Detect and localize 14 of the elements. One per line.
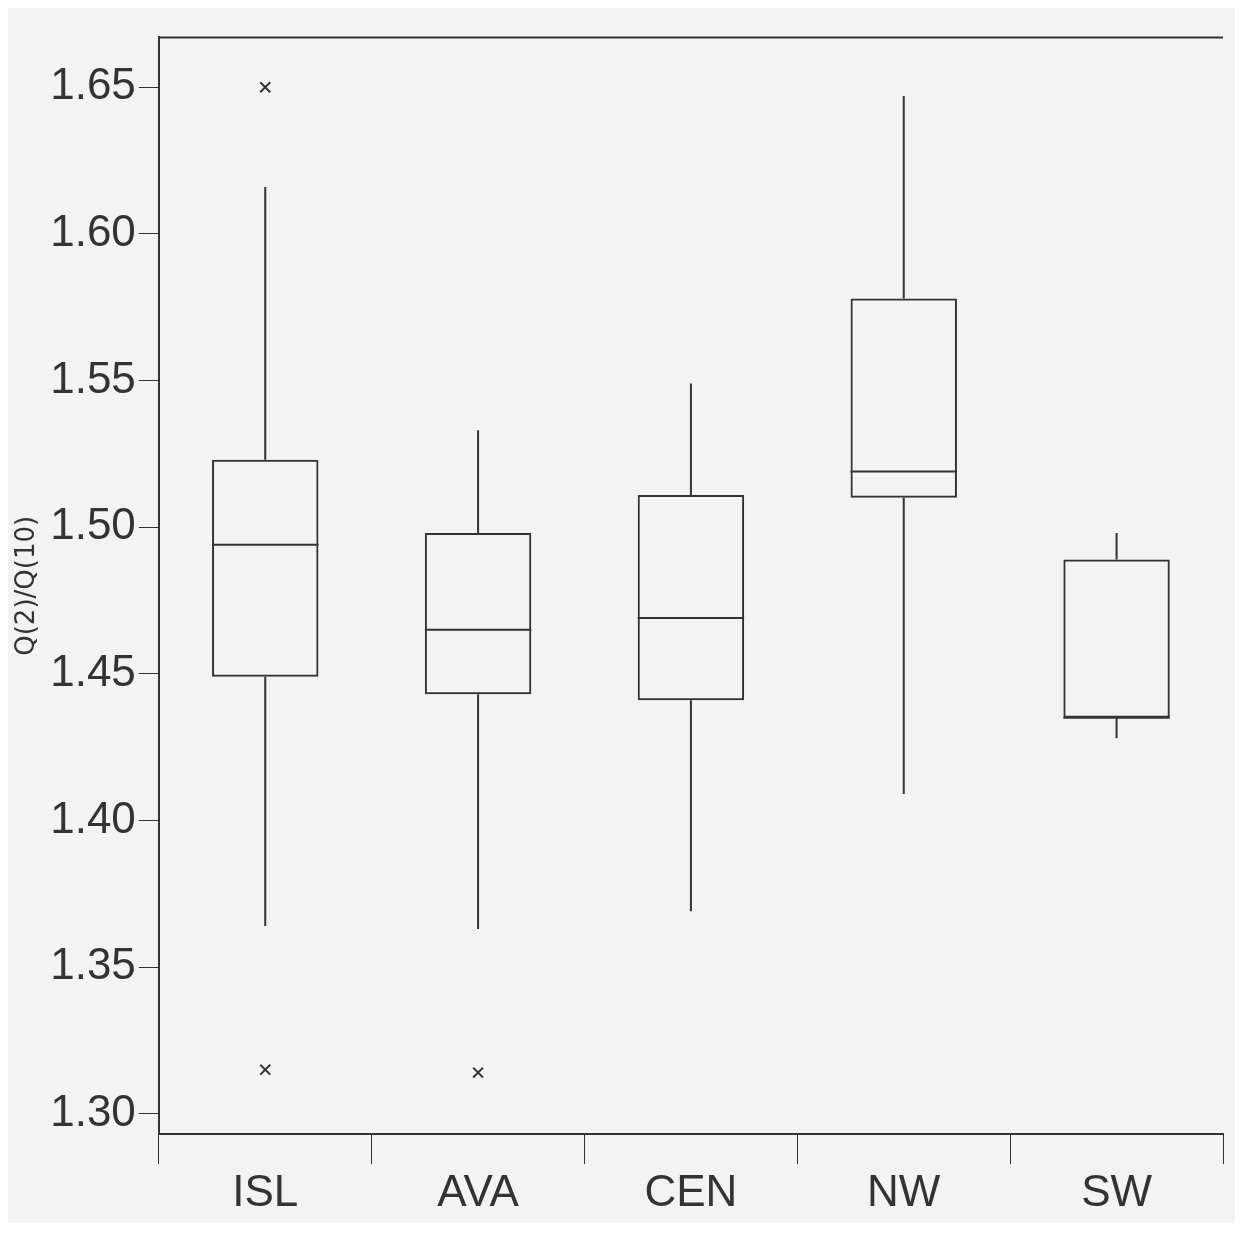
y-tick-label: 1.65: [50, 59, 136, 109]
y-tick-label: 1.55: [50, 352, 136, 402]
x-tick-label: ISL: [232, 1165, 299, 1215]
x-tick-label: AVA: [437, 1165, 520, 1215]
y-tick-label: 1.40: [50, 792, 136, 842]
y-tick-label: 1.50: [50, 499, 136, 549]
y-tick-label: 1.60: [50, 206, 136, 256]
y-tick-label: 1.35: [50, 939, 136, 989]
y-tick-label: 1.45: [50, 645, 136, 695]
x-tick-label: CEN: [644, 1165, 738, 1215]
x-tick-label: NW: [867, 1165, 941, 1215]
y-axis-title: Q(2)/Q(10): [10, 515, 41, 656]
x-tick-label: SW: [1081, 1165, 1153, 1215]
y-tick-label: 1.30: [50, 1085, 136, 1135]
